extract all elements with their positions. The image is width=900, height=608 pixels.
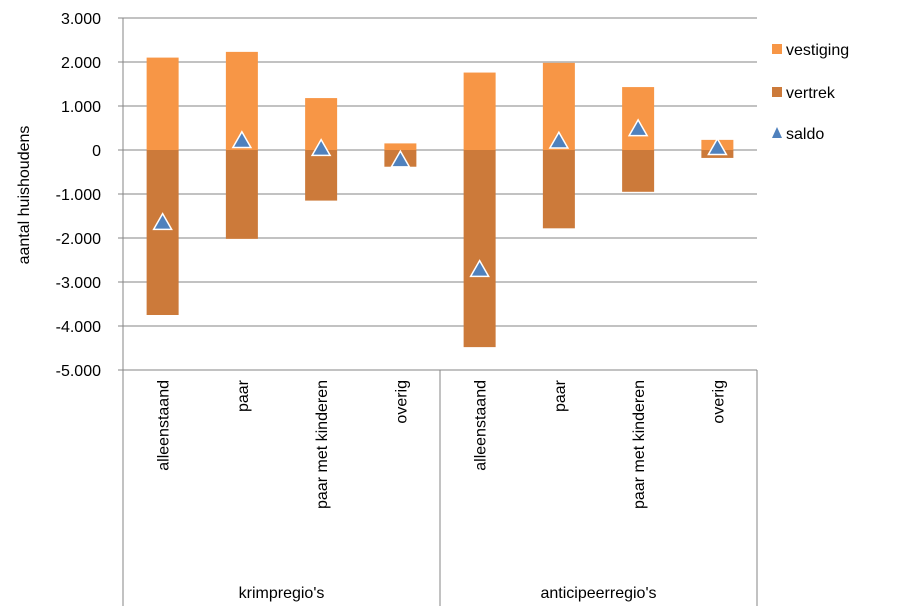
x-category-label: overig bbox=[710, 380, 727, 424]
x-category-label: paar met kinderen bbox=[631, 380, 648, 509]
x-category-labels: alleenstaand paar paar met kinderen overig a… bbox=[156, 379, 728, 509]
saldo-marker bbox=[548, 130, 570, 149]
axes bbox=[122, 18, 758, 606]
y-tick-label: -1.000 bbox=[56, 187, 101, 204]
y-tick-label: 2.000 bbox=[61, 55, 101, 72]
x-group-label: anticipeerregio's bbox=[540, 585, 656, 602]
x-category-label: alleenstaand bbox=[156, 380, 173, 471]
vertrek-bar bbox=[622, 150, 655, 192]
vestiging-bar bbox=[146, 57, 179, 150]
y-tick-labels: 3.000 2.000 1.000 0 -1.000 -2.000 -3.000 -4.000… bbox=[56, 11, 101, 380]
y-tick-label: -5.000 bbox=[56, 363, 101, 380]
y-axis-label: aantal huishoudens bbox=[16, 126, 33, 265]
vestiging-bar bbox=[384, 143, 417, 150]
gridlines bbox=[118, 17, 757, 371]
saldo-marker bbox=[310, 138, 332, 157]
y-tick-label: 3.000 bbox=[61, 11, 101, 28]
y-tick-label: -3.000 bbox=[56, 275, 101, 292]
saldo-marker bbox=[707, 137, 728, 156]
vertrek-bar bbox=[305, 150, 338, 201]
x-category-label: alleenstaand bbox=[473, 380, 490, 471]
y-tick-label: -4.000 bbox=[56, 319, 101, 336]
x-category-label: paar met kinderen bbox=[314, 380, 331, 509]
y-tick-label: 1.000 bbox=[61, 99, 101, 116]
x-group-labels: krimpregio's anticipeerregio's bbox=[239, 585, 657, 602]
legend-swatch-vestiging bbox=[772, 44, 782, 54]
x-category-label: paar bbox=[235, 379, 252, 412]
x-category-label: overig bbox=[393, 380, 410, 424]
vertrek-bar bbox=[463, 150, 496, 348]
vestiging-bar bbox=[463, 72, 496, 150]
y-tick-label: -2.000 bbox=[56, 231, 101, 248]
saldo-marker bbox=[469, 259, 490, 278]
y-tick-label: 0 bbox=[92, 143, 101, 160]
x-group-label: krimpregio's bbox=[239, 585, 325, 602]
legend-label-vertrek: vertrek bbox=[786, 85, 836, 102]
legend-label-vestiging: vestiging bbox=[786, 42, 849, 59]
saldo-marker bbox=[231, 130, 253, 149]
vertrek-bar bbox=[225, 150, 258, 239]
saldo-markers bbox=[152, 118, 728, 278]
vertrek-bar bbox=[146, 150, 179, 315]
legend-label-saldo: saldo bbox=[786, 126, 824, 143]
bars bbox=[146, 51, 734, 348]
saldo-marker bbox=[390, 149, 411, 168]
legend-swatch-saldo bbox=[772, 127, 782, 138]
vertrek-bar bbox=[542, 150, 575, 229]
legend-swatch-vertrek bbox=[772, 87, 782, 97]
legend: vestiging vertrek saldo bbox=[772, 42, 849, 143]
saldo-marker bbox=[152, 212, 173, 231]
x-category-label: paar bbox=[552, 379, 569, 412]
saldo-marker bbox=[627, 118, 649, 137]
